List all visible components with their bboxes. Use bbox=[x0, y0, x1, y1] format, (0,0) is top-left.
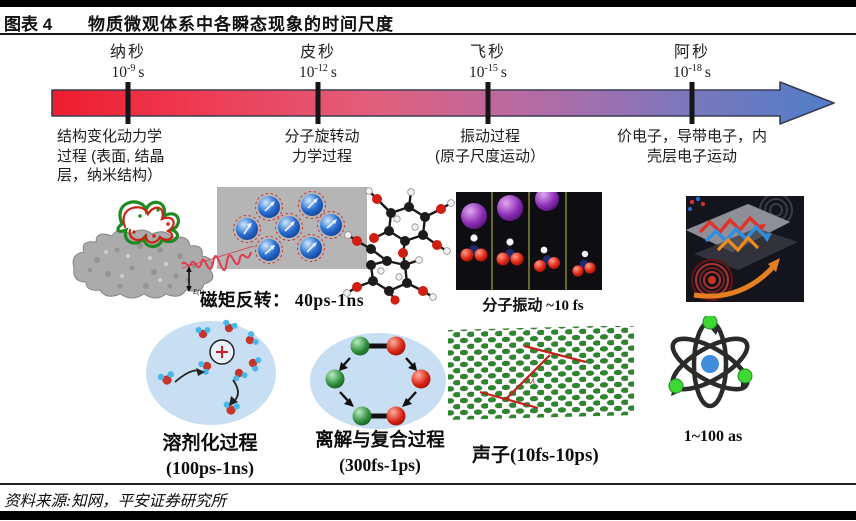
label-electron-motion: 价电子，导带电子，内 壳层电子运动 bbox=[616, 128, 767, 165]
molecular-vibration-frames-image bbox=[456, 192, 602, 290]
figure-header: 图表 4 物质微观体系中各瞬态现象的时间尺度 bbox=[0, 9, 856, 34]
label-vibration-process: 振动过程 (原子尺度运动） bbox=[435, 128, 545, 165]
bottom-black-bar bbox=[0, 511, 856, 520]
caption-molecular-vibration: 分子振动 ~10 fs bbox=[482, 298, 584, 314]
tick-mark-nanosecond bbox=[125, 82, 131, 124]
frame-1 bbox=[460, 203, 488, 262]
tick-mark-attosecond bbox=[689, 82, 695, 124]
corner-dots bbox=[688, 196, 705, 211]
title-divider bbox=[0, 33, 856, 35]
dissociation-image bbox=[310, 333, 446, 429]
oxygen-atoms bbox=[352, 194, 446, 305]
spin-spheres bbox=[233, 191, 345, 264]
tick-label-nanosecond: 纳秒 10-9 s bbox=[109, 44, 146, 82]
tick-mark-femtosecond bbox=[485, 82, 491, 124]
electron-dynamics-image bbox=[686, 196, 804, 302]
figure-title: 物质微观体系中各瞬态现象的时间尺度 bbox=[88, 15, 394, 34]
label-molecular-rotation: 分子旋转动 力学过程 bbox=[284, 128, 360, 165]
laser-pulse-wave: E(t) bbox=[181, 245, 255, 296]
top-black-bar bbox=[0, 0, 856, 7]
source-note: 资料来源:知网，平安证券研究所 bbox=[4, 493, 227, 510]
water-molecules bbox=[157, 319, 262, 415]
frame-4 bbox=[572, 250, 596, 277]
carbon-atoms bbox=[366, 202, 430, 296]
caption-phonon: 声子(10fs-10ps) bbox=[472, 445, 599, 466]
timeline-arrow bbox=[51, 81, 835, 125]
caption-dissociation: 离解与复合过程 (300fs-1ps) bbox=[315, 431, 445, 475]
caption-attosecond: 1~100 as bbox=[683, 428, 743, 445]
tick-label-femtosecond: 飞秒 10-15 s bbox=[469, 44, 507, 82]
phonon-lattice-image: λ bbox=[448, 326, 634, 420]
red-ribbon bbox=[122, 206, 175, 244]
field-label: E(t) bbox=[192, 288, 205, 296]
hydrogen-atoms bbox=[343, 187, 455, 301]
tick-mark-picosecond bbox=[315, 82, 321, 124]
frame-2 bbox=[496, 195, 524, 266]
atom-orbits-image bbox=[668, 316, 753, 409]
solvation-image bbox=[146, 319, 276, 425]
figure-number-label: 图表 4 bbox=[4, 15, 53, 34]
caption-magnet: 磁矩反转： 40ps-1ns bbox=[200, 290, 365, 310]
ring-target bbox=[690, 258, 734, 302]
tick-label-picosecond: 皮秒 10-12 s bbox=[299, 44, 337, 82]
caption-solvation: 溶剂化过程 (100ps-1ns) bbox=[162, 433, 258, 478]
label-structural-dynamics: 结构变化动力学 过程 (表面, 结晶 层，纳米结构） bbox=[57, 128, 165, 184]
ball-stick-molecule-image bbox=[343, 187, 455, 305]
protein-molecule-image bbox=[72, 200, 214, 299]
wavelength-label: λ bbox=[529, 373, 535, 387]
frame-3 bbox=[534, 192, 560, 272]
footer-divider bbox=[0, 483, 856, 485]
gradient-arrow-body bbox=[51, 81, 835, 125]
tick-label-attosecond: 阿秒 10-18 s bbox=[673, 44, 711, 82]
